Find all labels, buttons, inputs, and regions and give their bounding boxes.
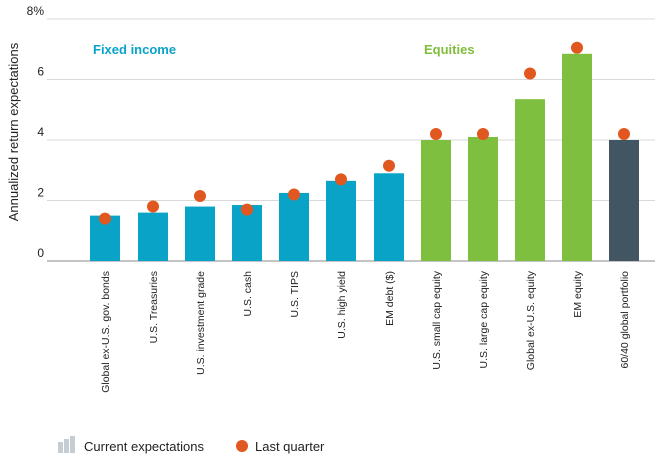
y-axis-ticks: 0 2 4 6 8% xyxy=(27,4,45,260)
last-quarter-dot xyxy=(383,159,395,172)
gridlines xyxy=(47,18,655,262)
category-label: U.S. large cap equity xyxy=(478,270,490,368)
last-quarter-dot xyxy=(618,127,630,140)
bar xyxy=(609,140,639,261)
bar xyxy=(326,180,356,261)
category-labels: Global ex-U.S. gov. bonds U.S. Treasuries… xyxy=(100,270,631,393)
group-label: Fixed income xyxy=(93,42,176,57)
bar xyxy=(279,192,309,261)
last-quarter-dots xyxy=(99,41,630,225)
category-label: 60/40 global portfolio xyxy=(619,271,631,369)
category-label: U.S. high yield xyxy=(336,271,348,339)
category-label: Global ex-U.S. gov. bonds xyxy=(100,271,112,393)
category-label: U.S. investment grade xyxy=(195,271,207,375)
last-quarter-dot xyxy=(477,127,489,140)
bar xyxy=(374,173,404,261)
last-quarter-dot xyxy=(430,127,442,140)
bar xyxy=(138,212,168,261)
category-label: Global ex-U.S. equity xyxy=(525,270,537,370)
last-quarter-dot xyxy=(194,189,206,202)
legend: Current expectations Last quarter xyxy=(58,436,325,454)
category-label: EM equity xyxy=(572,270,584,317)
category-label: U.S. cash xyxy=(242,271,254,317)
bar xyxy=(562,53,592,261)
last-quarter-dot xyxy=(99,212,111,225)
last-quarter-dot xyxy=(524,67,536,80)
bar xyxy=(421,140,451,261)
group-label: Equities xyxy=(424,42,475,57)
bar xyxy=(468,136,498,261)
legend-dot-icon xyxy=(236,440,248,452)
y-tick-label: 2 xyxy=(37,186,44,200)
legend-last-quarter-label: Last quarter xyxy=(255,439,325,454)
y-axis-label: Annualized return expectations xyxy=(6,42,21,221)
legend-current-label: Current expectations xyxy=(84,439,204,454)
legend-bar-icon xyxy=(58,436,75,453)
group-labels: Fixed income Equities xyxy=(93,42,475,57)
category-label: U.S. small cap equity xyxy=(431,270,443,369)
y-tick-label: 0 xyxy=(37,246,44,260)
category-label: U.S. TIPS xyxy=(289,271,301,318)
last-quarter-dot xyxy=(335,173,347,186)
last-quarter-dot xyxy=(288,188,300,201)
bar xyxy=(515,99,545,261)
last-quarter-dot xyxy=(571,41,583,54)
bars xyxy=(90,53,639,261)
last-quarter-dot xyxy=(147,200,159,213)
last-quarter-dot xyxy=(241,203,253,216)
category-label: EM debt ($) xyxy=(384,271,396,326)
y-tick-label: 6 xyxy=(37,65,44,79)
y-tick-label: 8% xyxy=(27,4,45,18)
bar xyxy=(185,206,215,261)
category-label: U.S. Treasuries xyxy=(148,271,160,343)
y-tick-label: 4 xyxy=(37,125,44,139)
